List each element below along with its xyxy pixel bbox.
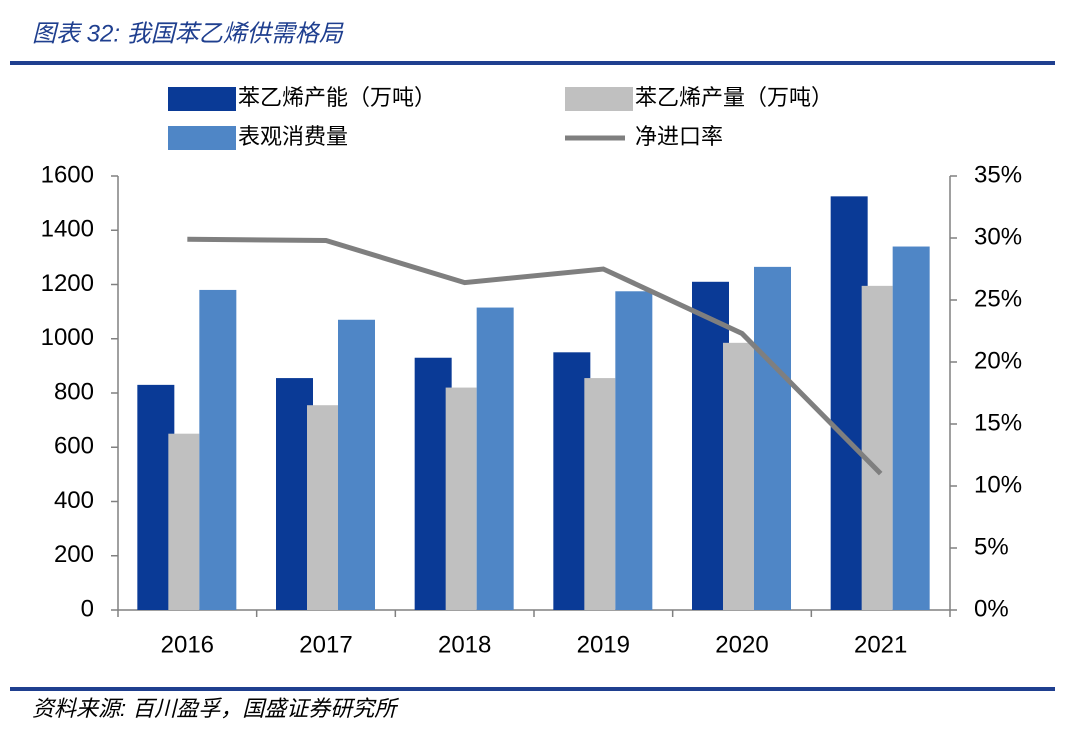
y-tick-label: 800 (54, 378, 94, 405)
bar (445, 387, 477, 610)
bar (584, 378, 616, 610)
y-tick-label: 1200 (41, 270, 94, 297)
bar (861, 285, 893, 610)
y-tick-label: 200 (54, 541, 94, 568)
legend-label: 表观消费量 (238, 124, 348, 149)
y2-tick-label: 25% (974, 285, 1022, 312)
y2-tick-label: 5% (974, 533, 1009, 560)
y-tick-label: 0 (81, 595, 94, 622)
legend-swatch (168, 87, 236, 111)
line-series (187, 236, 883, 476)
bar (692, 281, 729, 610)
x-tick-label: 2017 (299, 631, 352, 658)
bar (168, 433, 200, 610)
x-tick-label: 2016 (161, 631, 214, 658)
y-tick-label: 1400 (41, 216, 94, 243)
legend-swatch (168, 126, 236, 150)
bar (276, 378, 313, 610)
x-tick-label: 2018 (438, 631, 491, 658)
y-tick-label: 400 (54, 487, 94, 514)
y-tick-label: 1000 (41, 324, 94, 351)
y2-tick-label: 0% (974, 595, 1009, 622)
chart-title: 图表 32: 我国苯乙烯供需格局 (32, 20, 344, 47)
y2-tick-label: 35% (974, 161, 1022, 188)
y-tick-label: 600 (54, 433, 94, 460)
x-tick-label: 2020 (715, 631, 768, 658)
bar (615, 291, 653, 610)
y2-tick-label: 20% (974, 347, 1022, 374)
bar (137, 384, 175, 610)
legend-label: 苯乙烯产能（万吨） (238, 85, 436, 110)
source-note: 资料来源: 百川盈孚，国盛证券研究所 (32, 696, 399, 721)
x-tick-label: 2021 (854, 631, 907, 658)
bar (723, 342, 754, 610)
legend-label: 苯乙烯产量（万吨） (635, 85, 833, 110)
legend-label: 净进口率 (635, 124, 723, 149)
bar (338, 319, 375, 610)
x-tick-label: 2019 (577, 631, 630, 658)
bar (199, 289, 237, 610)
bar (892, 246, 930, 610)
bar (830, 196, 868, 610)
bar (414, 357, 452, 610)
bar (754, 266, 791, 610)
y2-tick-label: 30% (974, 223, 1022, 250)
y-tick-label: 1600 (41, 161, 94, 188)
bar (476, 307, 514, 610)
bar (553, 352, 591, 610)
y2-tick-label: 15% (974, 409, 1022, 436)
y2-tick-label: 10% (974, 471, 1022, 498)
legend-swatch (565, 87, 633, 111)
bar (307, 405, 338, 610)
footer-rule (10, 687, 1055, 691)
header-rule (10, 61, 1055, 65)
